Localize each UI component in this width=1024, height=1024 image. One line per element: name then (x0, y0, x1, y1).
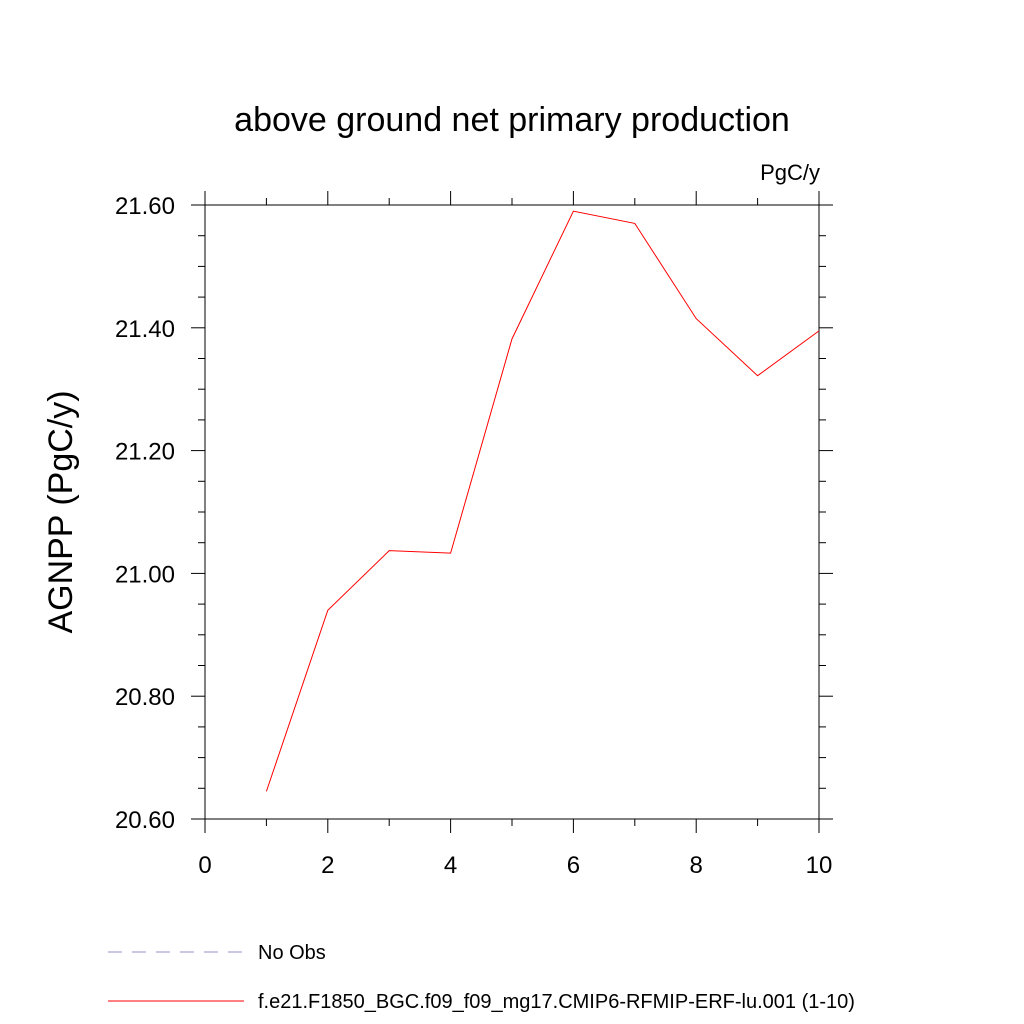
y-tick-label: 21.20 (115, 439, 175, 466)
y-tick-label: 21.00 (115, 561, 175, 588)
x-tick-label: 4 (444, 852, 457, 879)
tick-labels: 0 2 4 6 8 10 20.60 20.80 21.00 21.20 21.40 21.60 (115, 193, 832, 879)
plot-frame (204, 204, 820, 820)
y-tick-label: 20.60 (115, 807, 175, 834)
y-tick-label: 21.60 (115, 193, 175, 220)
x-tick-label: 10 (806, 852, 833, 879)
legend-entry: f.e21.F1850_BGC.f09_f09_mg17.CMIP6-RFMIP… (258, 991, 855, 1013)
units-label: PgC/y (760, 160, 820, 185)
x-tick-label: 2 (321, 852, 334, 879)
y-tick-label: 20.80 (115, 684, 175, 711)
chart-title: above ground net primary production (234, 101, 790, 139)
series-layer (265, 210, 820, 792)
legend-entry: No Obs (258, 942, 326, 964)
y-axis-label: AGNPP (PgC/y) (42, 390, 80, 633)
x-tick-label: 0 (198, 852, 211, 879)
x-tick-label: 8 (690, 852, 703, 879)
legend: No Obs f.e21.F1850_BGC.f09_f09_mg17.CMIP6… (108, 942, 855, 1013)
x-tick-label: 6 (567, 852, 580, 879)
y-tick-label: 21.40 (115, 316, 175, 343)
series-line (265, 210, 820, 792)
axis-ticks (191, 191, 833, 833)
